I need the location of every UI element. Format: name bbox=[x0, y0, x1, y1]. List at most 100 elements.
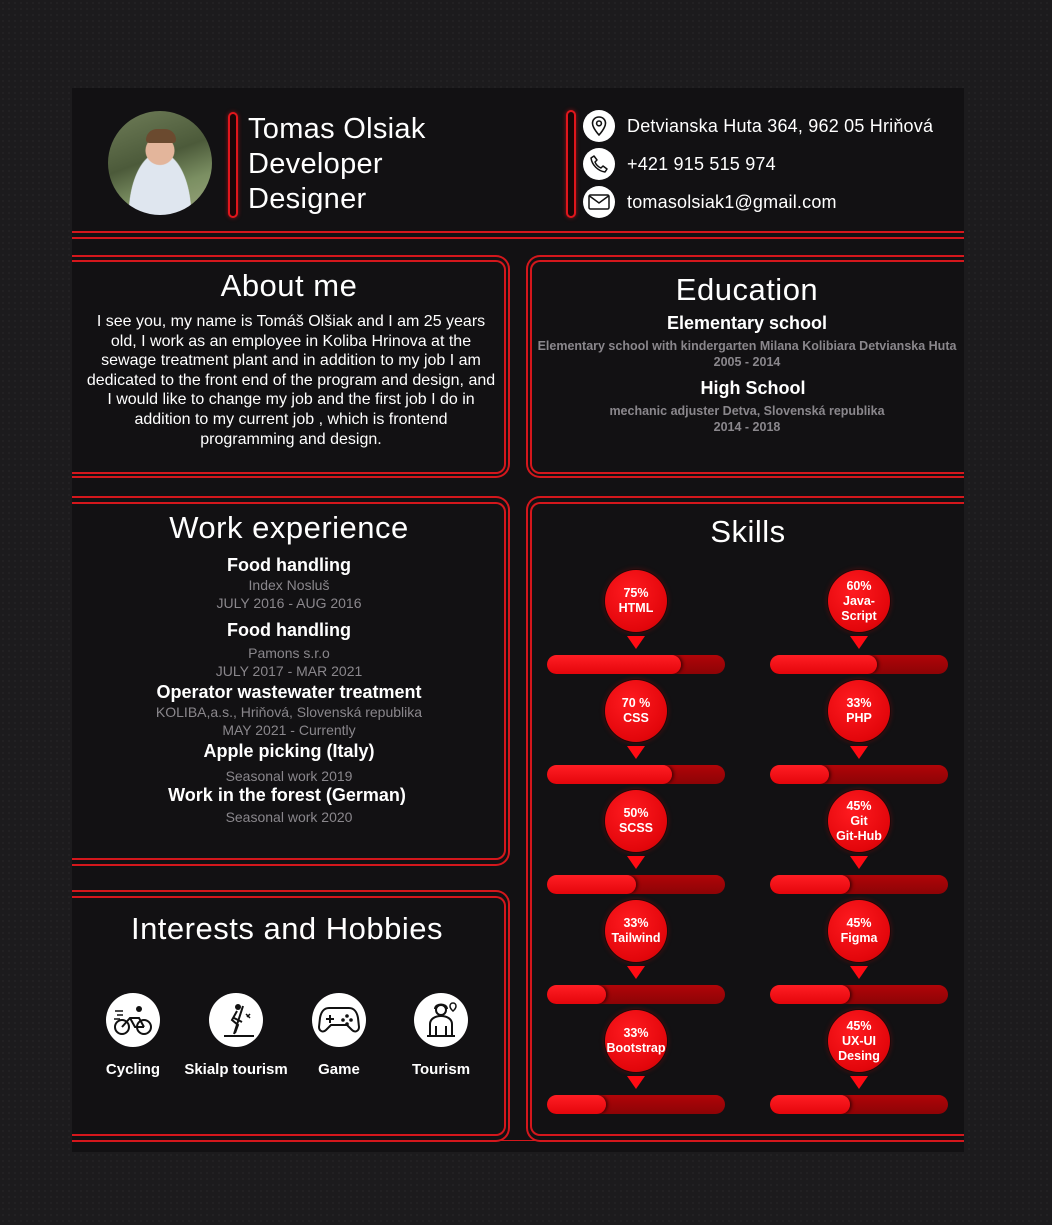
divider bbox=[72, 237, 964, 239]
skill-name: Figma bbox=[840, 931, 878, 945]
skill-bubble: 33% PHP bbox=[828, 680, 890, 742]
education-panel-outer bbox=[526, 255, 964, 478]
skill-progress-bar bbox=[770, 1095, 948, 1114]
work-panel-inner bbox=[72, 502, 506, 860]
education-panel-inner bbox=[530, 260, 964, 474]
skill-bubble: 60% Java- Script bbox=[828, 570, 890, 632]
phone-icon bbox=[583, 148, 615, 180]
skill-name: UX-UI bbox=[841, 1033, 877, 1048]
school-detail: mechanic adjuster Detva, Slovenská repub… bbox=[609, 404, 885, 418]
skill-progress-bar bbox=[770, 655, 948, 674]
down-arrow-icon bbox=[850, 746, 868, 759]
location-pin-icon bbox=[583, 110, 615, 142]
mail-icon bbox=[583, 186, 615, 218]
skills-panel-outer bbox=[526, 496, 964, 1142]
hobby-label: Skialp tourism bbox=[184, 1061, 288, 1078]
education-list: Elementary school Elementary school with… bbox=[530, 313, 964, 435]
skill-progress-fill bbox=[547, 875, 636, 894]
job-company: Index Nosluš bbox=[248, 577, 330, 593]
skill-progress-fill bbox=[770, 655, 877, 674]
contact-email[interactable]: tomasolsiak1@gmail.com bbox=[583, 186, 837, 218]
job-company: Seasonal work 2019 bbox=[225, 768, 353, 784]
job-period: JULY 2017 - MAR 2021 bbox=[215, 663, 363, 679]
ski-touring-icon bbox=[209, 993, 263, 1047]
gamepad-icon bbox=[312, 993, 366, 1047]
down-arrow-icon bbox=[850, 636, 868, 649]
job-period: MAY 2021 - Currently bbox=[222, 722, 356, 738]
work-panel-outer bbox=[72, 496, 510, 866]
skill-progress-bar bbox=[770, 765, 948, 784]
skill-name: Bootstrap bbox=[606, 1041, 666, 1055]
skill-bubble: 33% Bootstrap bbox=[605, 1010, 667, 1072]
school-name: High School bbox=[700, 378, 806, 398]
divider bbox=[72, 231, 964, 233]
skill-bubble: 70 % CSS bbox=[605, 680, 667, 742]
skill-progress-fill bbox=[547, 655, 681, 674]
down-arrow-icon bbox=[850, 1076, 868, 1089]
about-panel-inner bbox=[72, 260, 506, 474]
down-arrow-icon bbox=[627, 966, 645, 979]
skill-progress-bar bbox=[547, 875, 725, 894]
down-arrow-icon bbox=[627, 636, 645, 649]
skill-percent: 75% bbox=[623, 586, 649, 600]
job-company: Seasonal work 2020 bbox=[225, 809, 353, 825]
skill-progress-fill bbox=[770, 1095, 850, 1114]
job-company: KOLIBA,a.s., Hriňová, Slovenská republik… bbox=[155, 704, 423, 720]
header-divider bbox=[228, 112, 238, 218]
hobby-tourism: Tourism bbox=[386, 993, 496, 1078]
job-company: Pamons s.r.o bbox=[248, 645, 330, 661]
skill-bubble: 33% Tailwind bbox=[605, 900, 667, 962]
skill-progress-bar bbox=[547, 655, 725, 674]
skill-percent: 70 % bbox=[621, 696, 651, 710]
job-title: Operator wastewater treatment bbox=[156, 682, 422, 702]
skill-percent: 33% bbox=[623, 916, 649, 930]
skill-percent: 33% bbox=[623, 1026, 649, 1040]
skill-progress-fill bbox=[770, 875, 850, 894]
down-arrow-icon bbox=[850, 966, 868, 979]
hobbies-title: Interests and Hobbies bbox=[130, 911, 444, 946]
skill-percent: 45% bbox=[846, 798, 872, 813]
hobbies-panel-inner bbox=[72, 896, 506, 1136]
down-arrow-icon bbox=[627, 1076, 645, 1089]
avatar bbox=[108, 111, 212, 215]
hiker-icon bbox=[414, 993, 468, 1047]
hobbies-panel-outer bbox=[72, 890, 510, 1142]
about-panel-outer bbox=[72, 255, 510, 478]
education-title: Education bbox=[675, 272, 819, 307]
skill-percent: 33% bbox=[846, 696, 872, 710]
skill-progress-bar bbox=[547, 1095, 725, 1114]
skill-progress-bar bbox=[770, 985, 948, 1004]
skill-progress-bar bbox=[770, 875, 948, 894]
skill-bubble: 50% SCSS bbox=[605, 790, 667, 852]
down-arrow-icon bbox=[627, 746, 645, 759]
work-list: Food handling Index Nosluš JULY 2016 - A… bbox=[72, 555, 506, 826]
skill-progress-fill bbox=[770, 765, 829, 784]
skill-name: CSS bbox=[623, 711, 649, 725]
about-text: I see you, my name is Tomáš Olšiak and I… bbox=[86, 313, 496, 448]
resume-card bbox=[72, 88, 964, 1152]
contact-text: Detvianska Huta 364, 962 05 Hriňová bbox=[627, 115, 934, 136]
skill-percent: 45% bbox=[846, 1018, 872, 1033]
hobby-game: Game bbox=[284, 993, 394, 1078]
hobby-skialp: Skialp tourism bbox=[181, 993, 291, 1078]
contact-text: +421 915 515 974 bbox=[627, 153, 776, 174]
skill-name: Script bbox=[841, 608, 877, 623]
hobby-label: Tourism bbox=[411, 1061, 471, 1078]
job-title: Work in the forest (German) bbox=[168, 785, 406, 805]
name-block: Tomas Olsiak Developer Designer bbox=[248, 112, 426, 217]
job-title: Food handling bbox=[227, 555, 351, 575]
skill-name: Tailwind bbox=[611, 931, 661, 945]
contact-phone[interactable]: +421 915 515 974 bbox=[583, 148, 776, 180]
skill-progress-fill bbox=[547, 1095, 606, 1114]
contact-text: tomasolsiak1@gmail.com bbox=[627, 191, 837, 212]
skill-name: Desing bbox=[838, 1048, 880, 1063]
hobby-label: Cycling bbox=[105, 1061, 161, 1078]
job-period: JULY 2016 - AUG 2016 bbox=[216, 595, 362, 611]
skill-name: SCSS bbox=[618, 821, 654, 835]
skill-progress-bar bbox=[547, 985, 725, 1004]
job-title: Apple picking (Italy) bbox=[203, 741, 375, 761]
cycling-icon bbox=[106, 993, 160, 1047]
hobby-cycling: Cycling bbox=[78, 993, 188, 1078]
name-line: Tomas Olsiak bbox=[248, 113, 426, 145]
school-years: 2014 - 2018 bbox=[713, 420, 781, 434]
